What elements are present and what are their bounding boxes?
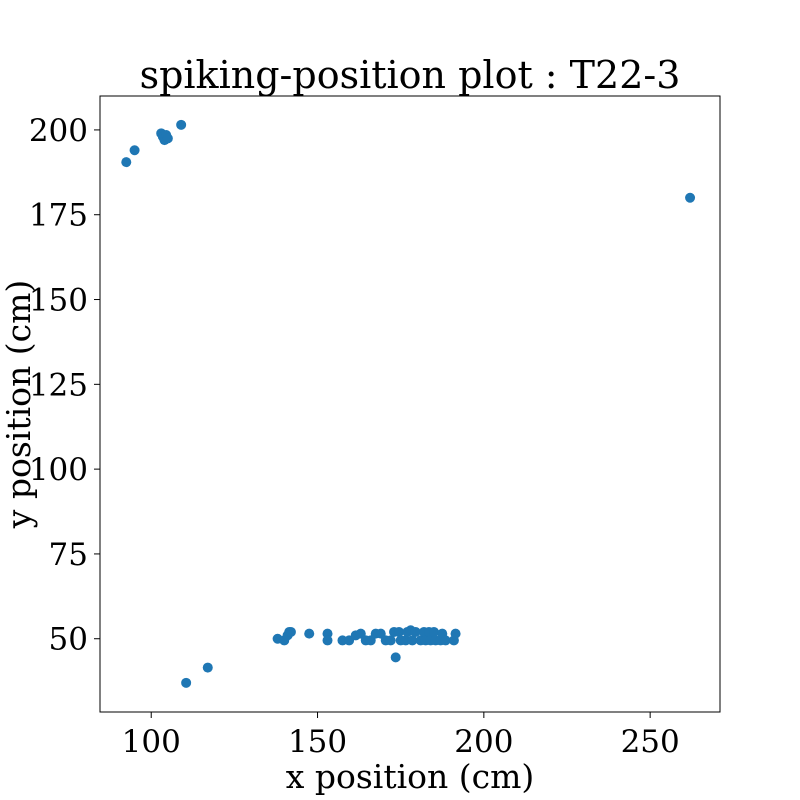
plot-frame bbox=[99, 95, 721, 713]
data-point-49 bbox=[390, 652, 401, 663]
y-axis-label: y position (cm) bbox=[0, 280, 38, 530]
y-tick-label-3: 125 bbox=[29, 367, 88, 403]
data-point-16 bbox=[304, 628, 315, 639]
x-axis-ticks: 100 150 200 250 bbox=[122, 712, 680, 760]
data-point-30 bbox=[394, 626, 405, 637]
x-tick-label-0: 100 bbox=[122, 724, 181, 760]
data-point-8 bbox=[685, 192, 696, 203]
y-tick-label-4: 150 bbox=[29, 283, 88, 319]
data-point-18 bbox=[322, 635, 333, 646]
data-point-42 bbox=[428, 626, 439, 637]
points-layer bbox=[121, 119, 696, 688]
x-tick-label-3: 250 bbox=[621, 724, 680, 760]
y-tick-label-6: 200 bbox=[29, 113, 88, 149]
data-point-9 bbox=[181, 677, 192, 688]
data-point-7 bbox=[176, 119, 187, 130]
data-point-36 bbox=[410, 626, 421, 637]
y-tick-label-2: 100 bbox=[29, 452, 88, 488]
data-point-28 bbox=[385, 635, 396, 646]
x-axis-label: x position (cm) bbox=[286, 757, 535, 796]
chart-title: spiking-position plot : T22-3 bbox=[140, 53, 681, 97]
y-tick-label-5: 175 bbox=[29, 198, 88, 234]
x-tick-label-1: 150 bbox=[288, 724, 347, 760]
data-point-48 bbox=[450, 628, 461, 639]
data-point-10 bbox=[202, 662, 213, 673]
data-point-35 bbox=[407, 635, 418, 646]
data-point-46 bbox=[440, 635, 451, 646]
data-point-1 bbox=[129, 145, 140, 156]
x-tick-label-2: 200 bbox=[454, 724, 513, 760]
data-point-0 bbox=[121, 157, 132, 168]
data-point-15 bbox=[285, 626, 296, 637]
data-point-6 bbox=[162, 133, 173, 144]
y-tick-label-1: 75 bbox=[49, 537, 88, 573]
y-tick-label-0: 50 bbox=[49, 622, 88, 658]
y-axis-ticks: 50 75 100 125 150 175 200 bbox=[29, 113, 100, 658]
